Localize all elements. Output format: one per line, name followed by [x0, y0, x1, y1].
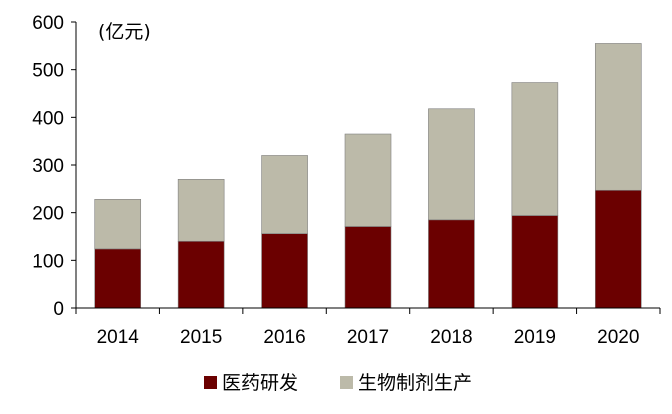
y-axis-ticks: 0 100 200 300 400 500 600: [32, 13, 76, 320]
x-tick-label: 2014: [97, 327, 140, 348]
bars-group: [94, 43, 642, 309]
legend-label-research: 医药研发: [222, 372, 298, 394]
legend-label-biologics: 生物制剂生产: [358, 372, 472, 394]
x-tick-label: 2016: [263, 327, 305, 348]
bar-segment-research: [177, 240, 225, 309]
y-tick-label: 300: [32, 156, 64, 177]
x-tick-label: 2017: [347, 327, 389, 348]
y-tick-label: 600: [32, 13, 64, 34]
y-axis-unit-label: (亿元): [98, 21, 151, 43]
legend-swatch-biologics: [340, 376, 353, 389]
x-tick-label: 2018: [430, 327, 472, 348]
bar-segment-biologics: [177, 179, 225, 242]
bar-segment-research: [261, 233, 308, 309]
bar-segment-biologics: [344, 133, 392, 227]
y-tick-label: 100: [32, 251, 64, 272]
bar-segment-research: [594, 189, 642, 309]
bar-segment-biologics: [428, 108, 475, 221]
bar-segment-research: [94, 248, 142, 309]
y-tick-label: 400: [32, 108, 64, 129]
y-tick-label: 500: [32, 61, 64, 82]
x-axis-ticks: 2014 2015 2016 2017 2018 2019 2020: [75, 308, 661, 348]
bar-segment-biologics: [94, 199, 142, 250]
y-tick-label: 200: [32, 204, 64, 225]
y-tick-label: 0: [53, 299, 64, 320]
legend: 医药研发 生物制剂生产: [204, 372, 472, 394]
x-tick-label: 2019: [514, 327, 556, 348]
bar-segment-research: [344, 226, 392, 309]
bar-segment-biologics: [261, 155, 308, 234]
x-tick-label: 2015: [180, 327, 222, 348]
bar-segment-research: [511, 215, 559, 309]
bar-segment-biologics: [594, 43, 642, 191]
legend-swatch-research: [204, 376, 217, 389]
x-tick-label: 2020: [597, 327, 639, 348]
bar-segment-research: [428, 219, 475, 309]
bar-segment-biologics: [511, 82, 559, 216]
